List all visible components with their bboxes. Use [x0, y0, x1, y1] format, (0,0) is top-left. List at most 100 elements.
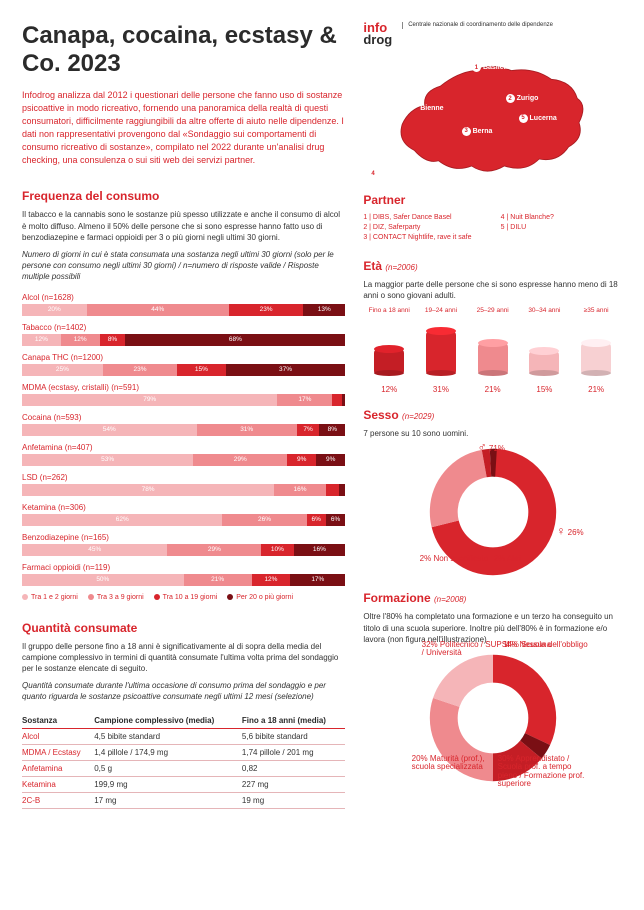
age-pct: 21%: [570, 385, 622, 394]
frequency-segment: [339, 484, 345, 496]
frequency-segment: 16%: [274, 484, 326, 496]
frequency-segment: 29%: [193, 454, 287, 466]
swiss-map: 1Basilea2Zurigo3Berna4Ginevra5LucernaBie…: [363, 55, 622, 185]
legend-item: Tra 10 a 19 giorni: [154, 594, 218, 601]
frequency-segment: 23%: [229, 304, 303, 316]
quantity-title: Quantità consumate: [22, 621, 345, 635]
age-pct: 31%: [415, 385, 467, 394]
frequency-segment: 25%: [22, 364, 103, 376]
map-label: 3Berna: [462, 127, 493, 136]
age-bar: [478, 343, 508, 373]
age-labels: Fino a 18 anni19–24 anni25–29 anni30–34 …: [363, 307, 622, 317]
donut-label: 2% Non specificato: [420, 555, 488, 563]
legend-item: Tra 3 a 9 giorni: [88, 594, 144, 601]
frequency-segment: 68%: [125, 334, 345, 346]
frequency-segment: 15%: [177, 364, 225, 376]
partner-item: 5 | DILU: [501, 223, 622, 233]
frequency-row: Canapa THC (n=1200)25%23%15%37%: [22, 353, 345, 376]
sex-title: Sesso (n=2029): [363, 408, 622, 422]
age-bar: [374, 349, 404, 373]
table-cell: 19 mg: [242, 792, 345, 808]
quantity-table: SostanzaCampione complessivo (media)Fino…: [22, 713, 345, 809]
frequency-row-label: Cocaina (n=593): [22, 413, 345, 422]
legend-item: Per 20 o più giorni: [227, 594, 293, 601]
frequency-bar: 12%12%8%68%: [22, 334, 345, 346]
table-header: Sostanza: [22, 713, 94, 729]
frequency-bar: 78%16%: [22, 484, 345, 496]
frequency-legend: Tra 1 e 2 giorniTra 3 a 9 giorniTra 10 a…: [22, 594, 345, 601]
map-city-name: Lucerna: [530, 115, 557, 122]
legend-dot: [88, 594, 94, 600]
table-cell: 1,4 pillole / 174,9 mg: [94, 744, 242, 760]
table-cell: 199,9 mg: [94, 776, 242, 792]
age-title: Età (n=2006): [363, 259, 622, 273]
quantity-italic: Quantità consumate durante l'ultima occa…: [22, 680, 345, 702]
frequency-segment: 26%: [222, 514, 306, 526]
quantity-sub: Il gruppo delle persone fino a 18 anni è…: [22, 641, 345, 675]
partner-item: 1 | DIBS, Safer Dance Basel: [363, 213, 484, 223]
frequency-row: Tabacco (n=1402)12%12%8%68%: [22, 323, 345, 346]
intro-text: Infodrog analizza dal 2012 i questionari…: [22, 89, 345, 167]
frequency-row-label: MDMA (ecstasy, cristalli) (n=591): [22, 383, 345, 392]
table-row: MDMA / Ecstasy1,4 pillole / 174,9 mg1,74…: [22, 744, 345, 760]
frequency-row: Farmaci oppioidi (n=119)50%21%12%17%: [22, 563, 345, 586]
frequency-row: Ketamina (n=306)62%26%6%6%: [22, 503, 345, 526]
table-cell: 4,5 bibite standard: [94, 728, 242, 744]
table-cell: 0,5 g: [94, 760, 242, 776]
partner-title: Partner: [363, 193, 622, 207]
frequency-segment: 31%: [197, 424, 297, 436]
frequency-row-label: LSD (n=262): [22, 473, 345, 482]
age-pct: 12%: [363, 385, 415, 394]
frequency-sub: Il tabacco e la cannabis sono le sostanz…: [22, 209, 345, 243]
table-cell: 2C-B: [22, 792, 94, 808]
frequency-row: LSD (n=262) 78%16%: [22, 473, 345, 496]
frequency-row-label: Anfetamina (n=407): [22, 443, 345, 452]
legend-dot: [22, 594, 28, 600]
frequency-bar: 20%44%23%13%: [22, 304, 345, 316]
sex-sub: 7 persone su 10 sono uomini.: [363, 428, 622, 439]
table-cell: Anfetamina: [22, 760, 94, 776]
map-label: 1Basilea: [472, 63, 508, 72]
frequency-segment: 6%: [307, 514, 326, 526]
frequency-bar: 54%31%7%8%: [22, 424, 345, 436]
table-cell: 5,6 bibite standard: [242, 728, 345, 744]
sex-donut: ♂ 71%♀ 26%2% Altri2% Non specificato: [428, 447, 558, 577]
page: Canapa, cocaina, ecstasy & Co. 2023 Info…: [0, 0, 644, 910]
education-title: Formazione (n=2008): [363, 591, 622, 605]
frequency-segment: [326, 484, 339, 496]
frequency-segment: 13%: [303, 304, 345, 316]
frequency-segment: [332, 394, 342, 406]
map-number-icon: 2: [506, 94, 515, 103]
age-bar: [426, 331, 456, 373]
donut-label: 2% Altri: [494, 555, 521, 563]
frequency-segment: 12%: [22, 334, 61, 346]
frequency-segment: 20%: [22, 304, 87, 316]
donut-label: 32% Politecnico / SUPSI / Università: [422, 641, 512, 658]
table-row: Alcol4,5 bibite standard5,6 bibite stand…: [22, 728, 345, 744]
partner-list: 1 | DIBS, Safer Dance Basel2 | DIZ, Safe…: [363, 213, 622, 242]
donut-label: 14% Scuola dell'obbligo: [503, 641, 588, 649]
frequency-segment: [342, 394, 345, 406]
age-chart: [363, 323, 622, 373]
table-cell: 1,74 pillole / 201 mg: [242, 744, 345, 760]
frequency-segment: 62%: [22, 514, 222, 526]
frequency-segment: 44%: [87, 304, 229, 316]
frequency-row-label: Tabacco (n=1402): [22, 323, 345, 332]
frequency-row: Anfetamina (n=407)53%29%9%9%: [22, 443, 345, 466]
frequency-segment: 8%: [100, 334, 126, 346]
frequency-segment: 79%: [22, 394, 277, 406]
age-pct: 15%: [519, 385, 571, 394]
age-bar: [529, 351, 559, 373]
frequency-segment: 9%: [316, 454, 345, 466]
age-bar: [581, 343, 611, 373]
frequency-segment: 21%: [184, 574, 252, 586]
map-city-name: Bienne: [420, 105, 443, 112]
frequency-row-label: Benzodiazepine (n=165): [22, 533, 345, 542]
frequency-row: Alcol (n=1628)20%44%23%13%: [22, 293, 345, 316]
map-city-name: Ginevra: [380, 171, 406, 178]
table-row: 2C-B17 mg19 mg: [22, 792, 345, 808]
age-label: Fino a 18 anni: [363, 307, 415, 314]
map-number-icon: 4: [369, 170, 378, 179]
logo: info drog Centrale nazionale di coordina…: [363, 22, 622, 45]
col-left: Canapa, cocaina, ecstasy & Co. 2023 Info…: [22, 22, 345, 882]
